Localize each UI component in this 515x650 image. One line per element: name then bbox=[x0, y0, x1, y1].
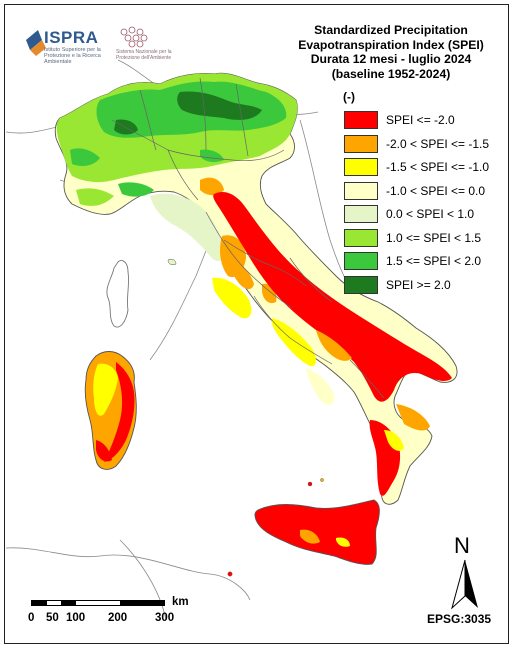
legend-swatch bbox=[344, 158, 378, 176]
scale-tick-label: 50 bbox=[46, 612, 59, 624]
title-line: Durata 12 mesi - luglio 2024 bbox=[310, 52, 472, 66]
north-label: N bbox=[454, 533, 470, 558]
title-line: (baseline 1952-2024) bbox=[331, 66, 451, 81]
legend-item: -1.0 < SPEI <= 0.0 bbox=[344, 181, 514, 202]
scale-tick-label: 100 bbox=[66, 612, 86, 624]
legend-unit: (-) bbox=[343, 90, 355, 104]
snpa-logo: Sistema Nazionale per la Protezione dell… bbox=[108, 24, 172, 64]
legend-label: 1.5 <= SPEI < 2.0 bbox=[386, 254, 482, 268]
legend-swatch bbox=[344, 111, 378, 129]
legend-label: -1.5 < SPEI <= -1.0 bbox=[386, 160, 490, 174]
legend-item: -2.0 < SPEI <= -1.5 bbox=[344, 134, 514, 155]
corsica-outline bbox=[106, 260, 130, 328]
scale-tick-label: 200 bbox=[108, 612, 128, 624]
legend-swatch bbox=[344, 275, 378, 294]
legend-item: 1.5 <= SPEI < 2.0 bbox=[344, 252, 514, 272]
legend-label: -2.0 < SPEI <= -1.5 bbox=[386, 136, 490, 151]
projection-label: EPSG:3035 bbox=[427, 612, 492, 626]
legend-item: 0.0 < SPEI < 1.0 bbox=[344, 205, 514, 225]
scale-tick-label: 0 bbox=[28, 612, 35, 624]
snpa-logo-icon bbox=[120, 26, 148, 48]
legend-label: 0.0 < SPEI < 1.0 bbox=[386, 207, 475, 221]
scale-bar bbox=[31, 600, 165, 606]
legend-swatch bbox=[344, 205, 378, 223]
legend-label: -1.0 < SPEI <= 0.0 bbox=[386, 183, 486, 198]
legend-swatch bbox=[344, 252, 378, 270]
title-line: Evapotranspiration Index (SPEI) bbox=[298, 37, 484, 52]
ispra-logo-text: ISPRA bbox=[44, 28, 99, 47]
ispra-logo: ISPRA Istituto Superiore per la Protezio… bbox=[22, 26, 102, 65]
legend-swatch bbox=[344, 181, 378, 200]
elba-island bbox=[167, 258, 177, 266]
legend-item: SPEI <= -2.0 bbox=[344, 111, 514, 131]
snpa-logo-subtitle: Sistema Nazionale per la Protezione dell… bbox=[116, 49, 172, 61]
ispra-logo-subtitle: Istituto Superiore per la Protezione e l… bbox=[44, 47, 101, 65]
scale-unit-label: km bbox=[172, 596, 189, 608]
map-title: Standardized Precipitation Evapotranspir… bbox=[280, 23, 502, 81]
north-arrow-icon bbox=[451, 559, 478, 610]
legend-label: 1.0 <= SPEI < 1.5 bbox=[386, 230, 482, 245]
sicily bbox=[227, 478, 380, 577]
legend-swatch bbox=[344, 134, 378, 153]
ispra-logo-icon bbox=[26, 30, 46, 56]
italy-mainland bbox=[54, 72, 458, 505]
scale-tick-label: 300 bbox=[155, 612, 175, 624]
sardinia bbox=[84, 351, 137, 470]
legend-swatch bbox=[344, 228, 378, 247]
legend-item: SPEI >= 2.0 bbox=[344, 275, 514, 296]
legend-item: -1.5 < SPEI <= -1.0 bbox=[344, 158, 514, 178]
legend-label: SPEI <= -2.0 bbox=[386, 113, 455, 127]
legend-item: 1.0 <= SPEI < 1.5 bbox=[344, 228, 514, 249]
title-line: Standardized Precipitation bbox=[314, 23, 468, 37]
legend-label: SPEI >= 2.0 bbox=[386, 277, 451, 292]
